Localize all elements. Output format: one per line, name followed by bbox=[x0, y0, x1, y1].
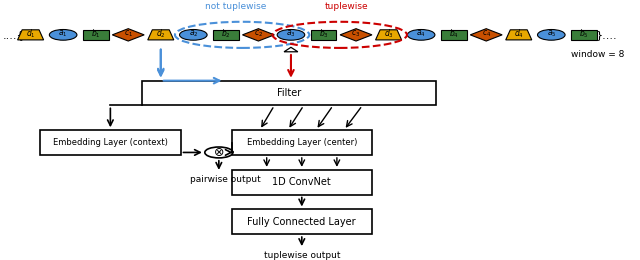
Circle shape bbox=[205, 147, 233, 158]
Text: Embedding Layer (center): Embedding Layer (center) bbox=[246, 138, 357, 147]
Text: $\otimes$: $\otimes$ bbox=[213, 146, 225, 159]
Bar bbox=[213, 30, 239, 40]
Polygon shape bbox=[340, 29, 372, 41]
Polygon shape bbox=[506, 30, 532, 40]
Polygon shape bbox=[112, 29, 144, 41]
FancyBboxPatch shape bbox=[142, 81, 436, 105]
Text: $d_{2}$: $d_{2}$ bbox=[156, 27, 166, 40]
Circle shape bbox=[538, 29, 565, 40]
Bar bbox=[571, 30, 596, 40]
FancyBboxPatch shape bbox=[232, 170, 372, 194]
Polygon shape bbox=[243, 29, 275, 41]
Text: $a_{5}$: $a_{5}$ bbox=[547, 29, 556, 39]
Text: tuplewise output: tuplewise output bbox=[264, 251, 340, 260]
Text: window = 8: window = 8 bbox=[571, 50, 624, 59]
Polygon shape bbox=[376, 30, 402, 40]
Bar bbox=[310, 30, 337, 40]
Circle shape bbox=[277, 29, 305, 40]
Text: $d_{1}$: $d_{1}$ bbox=[26, 27, 35, 40]
Polygon shape bbox=[17, 30, 44, 40]
Text: $b_{4}$: $b_{4}$ bbox=[449, 28, 459, 40]
Text: $a_{1}$: $a_{1}$ bbox=[58, 29, 68, 39]
Text: tuplewise: tuplewise bbox=[324, 2, 368, 11]
Text: $a_{2}$: $a_{2}$ bbox=[189, 29, 198, 39]
Polygon shape bbox=[284, 47, 298, 52]
Text: pairwise output: pairwise output bbox=[190, 175, 260, 184]
Bar bbox=[441, 30, 467, 40]
Text: $c_{1}$: $c_{1}$ bbox=[124, 29, 132, 39]
Circle shape bbox=[407, 29, 435, 40]
Bar bbox=[83, 30, 109, 40]
Text: Filter: Filter bbox=[277, 88, 301, 98]
Circle shape bbox=[180, 29, 207, 40]
Text: Embedding Layer (context): Embedding Layer (context) bbox=[53, 138, 168, 147]
Text: $b_{3}$: $b_{3}$ bbox=[319, 28, 328, 40]
Circle shape bbox=[49, 29, 77, 40]
Polygon shape bbox=[470, 29, 502, 41]
FancyBboxPatch shape bbox=[232, 130, 372, 155]
Text: Fully Connected Layer: Fully Connected Layer bbox=[248, 217, 356, 227]
Text: $c_{4}$: $c_{4}$ bbox=[481, 29, 491, 39]
Polygon shape bbox=[148, 30, 174, 40]
Text: $a_{3}$: $a_{3}$ bbox=[286, 29, 296, 39]
FancyBboxPatch shape bbox=[40, 130, 180, 155]
Text: $b_{2}$: $b_{2}$ bbox=[221, 28, 231, 40]
Text: ....{: ....{ bbox=[3, 30, 24, 40]
FancyBboxPatch shape bbox=[232, 209, 372, 234]
Text: $c_{3}$: $c_{3}$ bbox=[351, 29, 361, 39]
Text: $b_{1}$: $b_{1}$ bbox=[91, 28, 100, 40]
Text: }....: }.... bbox=[596, 30, 618, 40]
Text: $d_{3}$: $d_{3}$ bbox=[383, 27, 394, 40]
Text: $a_{4}$: $a_{4}$ bbox=[416, 29, 426, 39]
Text: not tuplewise: not tuplewise bbox=[205, 2, 266, 11]
Text: 1D ConvNet: 1D ConvNet bbox=[273, 177, 331, 187]
Text: $c_{2}$: $c_{2}$ bbox=[254, 29, 263, 39]
Text: $d_{4}$: $d_{4}$ bbox=[514, 27, 524, 40]
Text: $b_{5}$: $b_{5}$ bbox=[579, 28, 589, 40]
